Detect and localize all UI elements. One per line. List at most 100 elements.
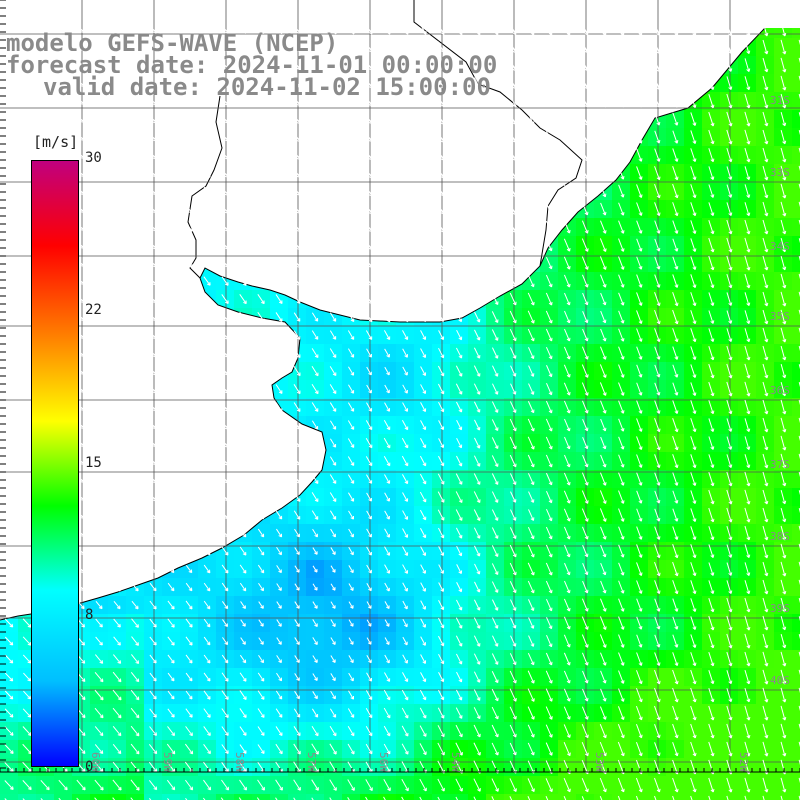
wind-arrow [149,258,157,268]
wind-arrow [221,690,229,700]
wind-arrow [618,418,625,432]
wind-arrow [582,418,589,432]
wind-arrow [545,598,553,612]
wind-arrow [203,366,211,376]
wind-arrow [23,114,31,124]
colorbar-tick-22: 22 [85,302,102,318]
wind-arrow [275,438,283,448]
wind-arrow [275,384,283,394]
wind-arrow [131,510,139,520]
wind-arrow [744,454,751,469]
wind-arrow [149,312,157,322]
wind-speed-cell [720,794,738,800]
wind-arrow [203,96,211,106]
wind-arrow [203,168,211,178]
wind-arrow [312,655,318,663]
wind-arrow [365,41,373,53]
wind-arrow [600,544,607,558]
wind-arrow [690,346,697,361]
wind-arrow [420,330,427,341]
wind-arrow [95,511,103,520]
wind-arrow [546,617,553,630]
wind-arrow [167,96,175,106]
wind-arrow [113,312,121,322]
wind-arrow [348,637,354,645]
wind-arrow [527,527,535,540]
wind-arrow [185,366,193,376]
wind-arrow [167,24,175,34]
wind-arrow [762,345,769,361]
wind-arrow [311,420,319,430]
wind-arrow [131,276,139,286]
wind-arrow [563,508,571,522]
wind-arrow [762,273,769,289]
wind-arrow [456,689,463,701]
wind-arrow [744,166,751,181]
wind-arrow [420,600,426,610]
wind-arrow [221,564,229,574]
wind-arrow [329,456,337,466]
wind-arrow [347,95,355,107]
wind-arrow [726,597,733,613]
wind-arrow [276,528,283,538]
wind-arrow [762,507,769,523]
wind-arrow [365,690,373,701]
wind-arrow [419,23,427,35]
wind-arrow [365,131,373,143]
wind-arrow [762,453,769,469]
wind-arrow [456,293,463,305]
wind-arrow [438,293,445,305]
wind-arrow [347,77,355,89]
wind-arrow [491,293,499,306]
wind-arrow [708,363,715,379]
wind-arrow [95,78,103,88]
wind-arrow [203,654,211,664]
wind-arrow [257,240,265,250]
wind-arrow [167,636,175,646]
wind-arrow [167,168,175,178]
wind-arrow [131,132,139,142]
wind-arrow [185,96,193,106]
wind-speed-cell [234,794,252,800]
wind-arrow [618,490,625,504]
wind-arrow [545,94,553,108]
wind-arrow [618,184,625,198]
wind-arrow [257,546,265,556]
wind-arrow [563,220,571,234]
wind-arrow [690,184,697,199]
wind-arrow [473,671,481,683]
wind-arrow [311,60,319,70]
wind-arrow [239,150,247,160]
wind-arrow [293,168,301,179]
wind-arrow [600,76,607,90]
wind-arrow [365,221,373,233]
wind-arrow [708,148,715,163]
wind-arrow [545,418,553,432]
wind-arrow [221,672,229,682]
wind-arrow [384,384,390,394]
wind-arrow [347,167,355,179]
wind-arrow [311,149,319,161]
wind-arrow [113,367,121,376]
wind-arrow [23,492,31,502]
wind-arrow [563,616,571,630]
wind-arrow [258,619,264,627]
wind-arrow [5,223,13,231]
wind-speed-cell [216,794,234,800]
wind-arrow [257,492,265,502]
wind-arrow [563,472,571,486]
wind-arrow [491,77,499,90]
wind-arrow [564,166,571,180]
wind-arrow [600,454,607,468]
wind-arrow [654,112,661,126]
wind-arrow [581,652,589,666]
wind-arrow [419,473,427,485]
wind-arrow [564,292,571,306]
wind-arrow [383,203,391,215]
wind-speed-cell [108,794,126,800]
wind-arrow [564,328,571,342]
wind-arrow [509,328,517,342]
wind-arrow [618,544,625,558]
wind-speed-cell [162,794,180,800]
wind-arrow [582,202,589,216]
